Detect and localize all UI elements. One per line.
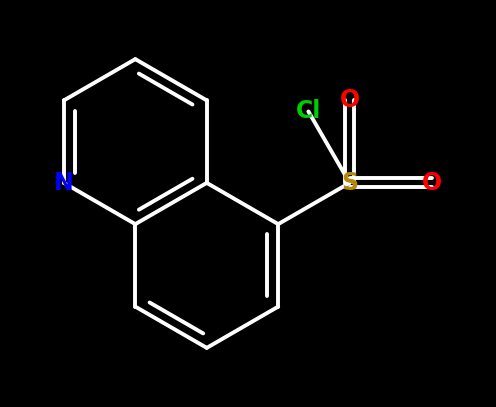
Text: N: N [54, 171, 74, 195]
Text: O: O [340, 88, 360, 112]
Text: O: O [422, 171, 442, 195]
Text: S: S [341, 171, 358, 195]
Text: Cl: Cl [296, 99, 321, 123]
